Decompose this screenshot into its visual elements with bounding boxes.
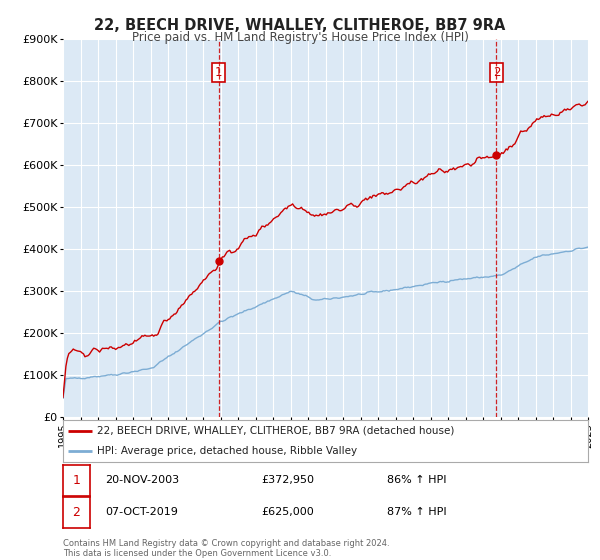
- Text: 86% ↑ HPI: 86% ↑ HPI: [387, 475, 446, 485]
- Text: This data is licensed under the Open Government Licence v3.0.: This data is licensed under the Open Gov…: [63, 549, 331, 558]
- Text: 07-OCT-2019: 07-OCT-2019: [105, 507, 178, 517]
- Text: 1: 1: [73, 474, 80, 487]
- Text: 87% ↑ HPI: 87% ↑ HPI: [387, 507, 446, 517]
- Text: 2: 2: [73, 506, 80, 519]
- Text: HPI: Average price, detached house, Ribble Valley: HPI: Average price, detached house, Ribb…: [97, 446, 357, 456]
- Text: 2: 2: [493, 66, 500, 80]
- Text: 22, BEECH DRIVE, WHALLEY, CLITHEROE, BB7 9RA: 22, BEECH DRIVE, WHALLEY, CLITHEROE, BB7…: [94, 18, 506, 33]
- Text: Contains HM Land Registry data © Crown copyright and database right 2024.: Contains HM Land Registry data © Crown c…: [63, 539, 389, 548]
- Text: £372,950: £372,950: [261, 475, 314, 485]
- Text: Price paid vs. HM Land Registry's House Price Index (HPI): Price paid vs. HM Land Registry's House …: [131, 31, 469, 44]
- Text: 20-NOV-2003: 20-NOV-2003: [105, 475, 179, 485]
- Text: 1: 1: [215, 66, 223, 80]
- Text: 22, BEECH DRIVE, WHALLEY, CLITHEROE, BB7 9RA (detached house): 22, BEECH DRIVE, WHALLEY, CLITHEROE, BB7…: [97, 426, 455, 436]
- Text: £625,000: £625,000: [261, 507, 314, 517]
